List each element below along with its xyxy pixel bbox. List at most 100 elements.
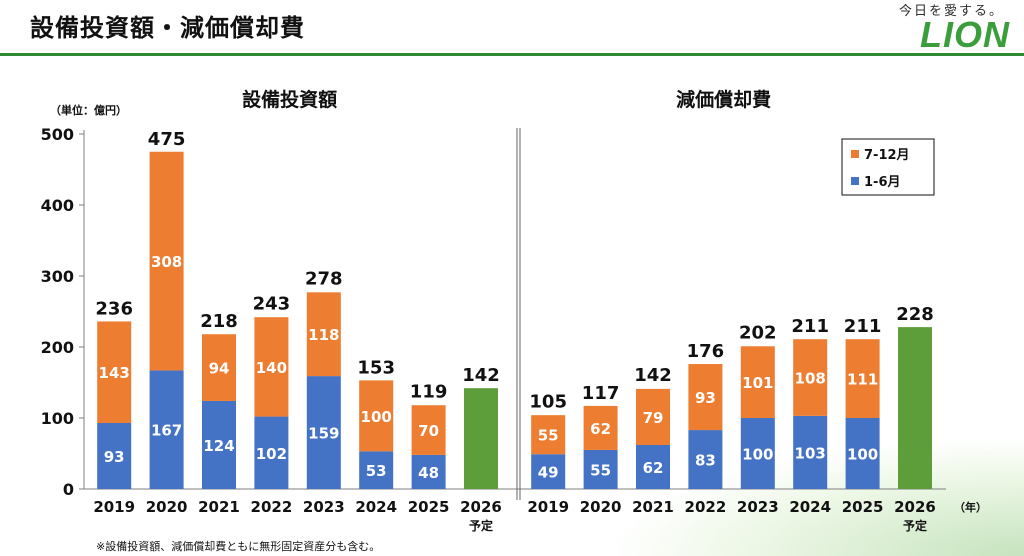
y-tick-label: 200 [41, 338, 74, 357]
bar-7-12 [97, 321, 132, 423]
label-total: 117 [582, 383, 620, 404]
legend-swatch-h1 [851, 177, 859, 185]
legend-box [841, 138, 935, 196]
bar-7-12 [254, 317, 289, 417]
label-7-12: 140 [256, 359, 287, 377]
title-rule [0, 53, 1024, 56]
label-7-12: 55 [538, 427, 559, 445]
x-tick-label: 2019 [93, 498, 135, 516]
label-7-12: 143 [99, 364, 130, 382]
lion-logo: LION [920, 14, 1010, 55]
x-tick-note: 予定 [903, 518, 927, 533]
label-total: 142 [634, 365, 672, 386]
label-1-6: 167 [151, 422, 182, 440]
label-total: 211 [844, 316, 882, 337]
legend-label-h2: 7-12月 [864, 148, 910, 163]
bar-7-12 [359, 380, 394, 452]
bar-1-6 [845, 418, 880, 489]
label-total: 228 [896, 304, 934, 325]
label-7-12: 108 [795, 370, 826, 388]
x-tick-label: 2026 [894, 498, 936, 516]
bar-1-6 [583, 449, 618, 489]
bar-7-12 [411, 405, 446, 455]
y-tick-label: 0 [63, 480, 74, 499]
bar-7-12 [306, 292, 341, 377]
bar-1-6 [636, 444, 670, 489]
label-1-6: 102 [256, 445, 287, 463]
label-1-6: 93 [104, 448, 125, 466]
label-total: 218 [200, 311, 238, 332]
x-tick-note: 予定 [469, 518, 493, 533]
bar-planned [898, 327, 932, 489]
label-7-12: 70 [418, 422, 439, 440]
y-tick-label: 500 [41, 125, 74, 144]
bar-7-12 [740, 346, 775, 418]
bar-7-12 [531, 415, 566, 455]
x-tick-label: 2021 [632, 498, 674, 516]
x-tick-label: 2025 [408, 498, 450, 516]
label-total: 153 [357, 357, 395, 378]
label-7-12: 94 [209, 360, 230, 378]
y-tick-label: 300 [41, 267, 74, 286]
label-7-12: 118 [308, 326, 339, 344]
y-tick-label: 100 [41, 409, 74, 428]
bar-1-6 [149, 370, 184, 489]
label-7-12: 101 [742, 374, 773, 392]
x-tick-label: 2020 [146, 498, 188, 516]
y-unit-label: （単位：億円） [50, 103, 127, 117]
label-1-6: 100 [742, 446, 773, 464]
label-1-6: 55 [590, 461, 611, 479]
x-tick-label: 2022 [251, 498, 293, 516]
x-tick-label: 2023 [737, 498, 779, 516]
label-1-6: 53 [366, 462, 387, 480]
label-1-6: 62 [643, 459, 664, 477]
bar-1-6 [254, 416, 289, 489]
panel-title: 設備投資額 [242, 88, 337, 111]
x-tick-label: 2024 [355, 498, 397, 516]
panel-title: 減価償却費 [676, 88, 771, 111]
bar-1-6 [202, 400, 236, 489]
bar-7-12 [202, 334, 236, 401]
label-total: 142 [462, 365, 500, 386]
label-total: 211 [791, 316, 829, 337]
bar-planned [464, 388, 498, 489]
legend-swatch-h2 [851, 150, 859, 158]
x-tick-label: 2024 [789, 498, 831, 516]
x-tick-label: 2019 [527, 498, 569, 516]
page-title: 設備投資額・減価償却費 [30, 14, 305, 42]
label-total: 243 [253, 293, 291, 314]
label-1-6: 124 [203, 437, 234, 455]
label-total: 236 [95, 298, 133, 319]
bar-7-12 [149, 151, 184, 371]
label-1-6: 100 [847, 446, 878, 464]
logo-tagline: 今日を愛する。 [898, 4, 1004, 19]
bar-1-6 [793, 415, 828, 489]
label-1-6: 49 [538, 464, 559, 482]
label-total: 475 [148, 129, 186, 150]
label-1-6: 159 [308, 425, 339, 443]
label-total: 278 [305, 269, 343, 290]
x-tick-label: 2025 [842, 498, 884, 516]
bar-1-6 [531, 454, 566, 489]
bar-1-6 [359, 451, 394, 489]
label-total: 119 [410, 382, 448, 403]
x-tick-label: 2023 [303, 498, 345, 516]
x-unit-label: （年） [954, 500, 987, 514]
label-total: 176 [687, 341, 725, 362]
bar-1-6 [740, 418, 775, 489]
label-7-12: 62 [590, 420, 611, 438]
x-tick-label: 2020 [580, 498, 622, 516]
label-7-12: 111 [847, 371, 878, 389]
x-tick-label: 2021 [198, 498, 240, 516]
bar-7-12 [845, 339, 880, 418]
y-tick-label: 400 [41, 196, 74, 215]
bar-7-12 [688, 364, 723, 431]
bar-1-6 [97, 422, 132, 489]
legend-label-h1: 1-6月 [864, 175, 901, 190]
label-7-12: 79 [643, 409, 664, 427]
footnote: ※設備投資額、減価償却費ともに無形固定資産分も含む。 [96, 540, 381, 553]
label-total: 105 [529, 391, 567, 412]
bar-1-6 [688, 430, 723, 489]
x-tick-label: 2022 [685, 498, 727, 516]
